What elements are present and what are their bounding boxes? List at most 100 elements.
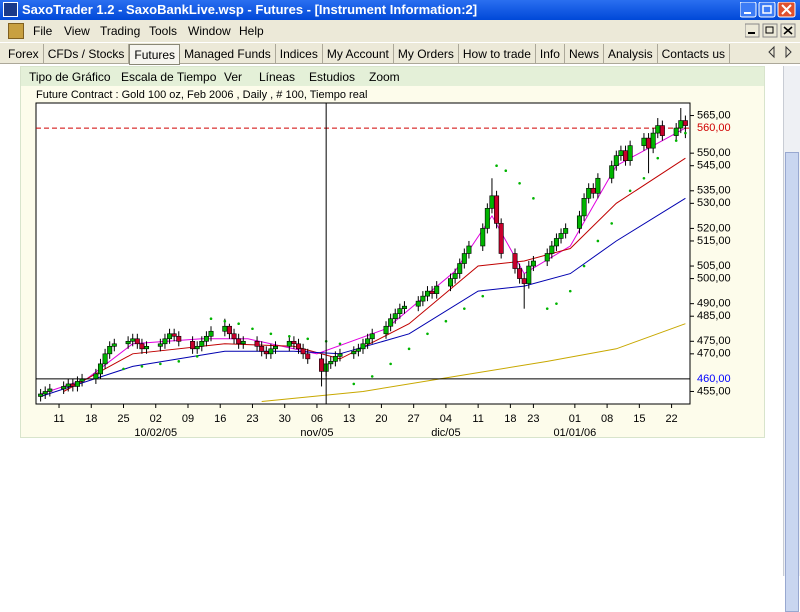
y-tick-label: 520,00 bbox=[697, 222, 731, 234]
y-tick-label: 500,00 bbox=[697, 272, 731, 284]
x-tick-label: 25 bbox=[117, 413, 129, 425]
x-tick-label: 20 bbox=[375, 413, 387, 425]
candle-body bbox=[388, 318, 394, 327]
sar-dot bbox=[426, 332, 429, 336]
x-date-label: 01/01/06 bbox=[553, 427, 596, 439]
candle-body bbox=[74, 381, 80, 387]
candle-body bbox=[646, 137, 652, 149]
x-tick-label: 15 bbox=[633, 413, 645, 425]
candle-body bbox=[415, 300, 421, 307]
x-tick-label: 27 bbox=[408, 413, 420, 425]
chart-menu-item[interactable]: Líneas bbox=[259, 70, 296, 84]
tab[interactable]: Forex bbox=[4, 44, 44, 63]
candle-body bbox=[641, 137, 647, 146]
candle-body bbox=[167, 333, 173, 340]
candle-body bbox=[563, 228, 569, 234]
tab[interactable]: How to trade bbox=[459, 44, 536, 63]
y-tick-label: 485,00 bbox=[697, 310, 731, 322]
tab[interactable]: Info bbox=[536, 44, 565, 63]
tab[interactable]: Futures bbox=[129, 44, 181, 65]
candle-body bbox=[544, 253, 550, 262]
candle-body bbox=[424, 290, 430, 297]
sar-dot bbox=[504, 169, 508, 173]
candle-body bbox=[61, 386, 67, 390]
candle-body bbox=[190, 340, 196, 350]
candle-body bbox=[97, 363, 103, 375]
candle-body bbox=[236, 338, 242, 345]
chart-menu-item[interactable]: Escala de Tiempo bbox=[121, 70, 217, 84]
y-tick-label: 530,00 bbox=[697, 197, 731, 209]
x-tick-label: 13 bbox=[343, 413, 355, 425]
chart-menu-item[interactable]: Zoom bbox=[369, 70, 400, 84]
x-tick-label: 02 bbox=[150, 413, 162, 425]
x-tick-label: 11 bbox=[472, 413, 483, 425]
sar-dot bbox=[352, 382, 356, 386]
sar-dot bbox=[495, 164, 498, 168]
candle-body bbox=[134, 338, 140, 345]
scrollbar[interactable] bbox=[783, 66, 800, 612]
tab[interactable]: CFDs / Stocks bbox=[44, 44, 130, 63]
tab[interactable]: My Orders bbox=[394, 44, 459, 63]
candle-body bbox=[208, 330, 214, 337]
menu-item[interactable]: Tools bbox=[149, 24, 178, 38]
candle-body bbox=[650, 132, 656, 149]
menu-item[interactable]: Help bbox=[239, 24, 264, 38]
candle-body bbox=[130, 338, 136, 342]
tab-scroll[interactable] bbox=[766, 45, 796, 59]
chart-menu-item[interactable]: Tipo de Gráfico bbox=[29, 70, 111, 84]
candle-body bbox=[171, 333, 177, 337]
chart-menu: Tipo de Gráfico Escala de Tiempo Ver Líneas… bbox=[21, 67, 764, 86]
candle-body bbox=[272, 346, 278, 350]
chart-menu-item[interactable]: Ver bbox=[224, 70, 243, 84]
sar-dot bbox=[389, 362, 392, 366]
candle-body bbox=[194, 346, 200, 350]
x-tick-label: 11 bbox=[53, 413, 64, 425]
candle-body bbox=[328, 361, 334, 365]
candle-body bbox=[268, 348, 274, 355]
x-tick-label: 16 bbox=[214, 413, 226, 425]
sar-dot bbox=[159, 362, 162, 366]
candle-body bbox=[332, 356, 338, 362]
candle-body bbox=[618, 150, 624, 156]
x-tick-label: 23 bbox=[246, 413, 258, 425]
menu-item[interactable]: File bbox=[33, 24, 53, 38]
chart-menu-item[interactable]: Estudios bbox=[309, 70, 356, 84]
tab[interactable]: My Account bbox=[323, 44, 394, 63]
x-tick-label: 18 bbox=[504, 413, 516, 425]
sar-dot bbox=[370, 375, 374, 378]
y-tick-label: 470,00 bbox=[697, 348, 731, 360]
tab[interactable]: Contacts us bbox=[658, 44, 731, 63]
candle-body bbox=[392, 313, 398, 320]
y-tick-label: 565,00 bbox=[697, 109, 731, 121]
candle-body bbox=[139, 343, 145, 350]
menu-item[interactable]: Window bbox=[188, 24, 231, 38]
candle-body bbox=[383, 325, 389, 335]
tab[interactable]: Managed Funds bbox=[180, 44, 276, 63]
doc-icon bbox=[8, 23, 24, 39]
sar-dot bbox=[628, 189, 632, 193]
candle-body bbox=[305, 353, 311, 360]
menu-item[interactable]: Trading bbox=[100, 24, 141, 38]
tab[interactable]: Analysis bbox=[604, 44, 658, 63]
sar-dot bbox=[674, 139, 678, 142]
x-tick-label: 09 bbox=[182, 413, 194, 425]
candle-body bbox=[401, 305, 407, 309]
sar-dot bbox=[463, 307, 466, 310]
candle-body bbox=[673, 127, 679, 136]
window-controls[interactable] bbox=[740, 2, 798, 18]
candle-body bbox=[494, 195, 500, 224]
sar-dot bbox=[140, 365, 144, 368]
tab[interactable]: News bbox=[565, 44, 604, 63]
candle-body bbox=[489, 195, 495, 209]
sar-dot bbox=[407, 347, 411, 351]
candle-body bbox=[678, 120, 684, 129]
moving-average bbox=[261, 323, 686, 402]
x-date-label: nov/05 bbox=[300, 427, 333, 439]
tab[interactable]: Indices bbox=[276, 44, 323, 63]
candle-body bbox=[263, 351, 269, 355]
doc-controls[interactable] bbox=[745, 23, 797, 39]
candle-body bbox=[93, 373, 99, 380]
candle-body bbox=[47, 388, 53, 392]
candle-body bbox=[111, 343, 117, 347]
menu-item[interactable]: View bbox=[64, 24, 90, 38]
